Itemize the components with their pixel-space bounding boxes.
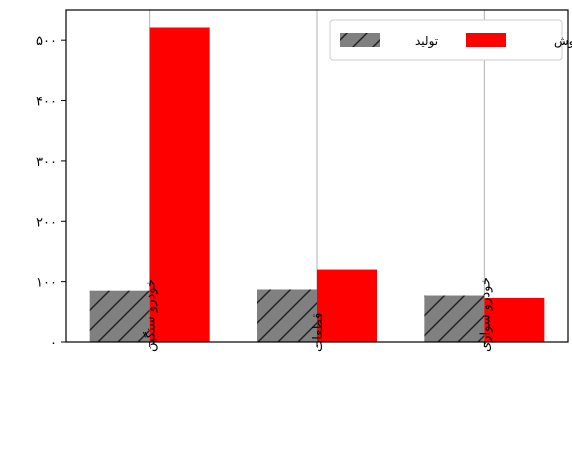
- bar-sales-0: [149, 27, 210, 342]
- bars: [89, 27, 545, 342]
- bar-sales-2: [484, 297, 545, 342]
- legend-box: [329, 19, 563, 61]
- bar-production-0: [89, 290, 150, 342]
- bar-sales-1: [317, 269, 377, 342]
- y-tick-label-3: ۳۰۰: [36, 155, 57, 170]
- y-tick-label-2: ۲۰۰: [36, 215, 57, 230]
- legend-label-0: تولید: [415, 34, 438, 49]
- x-tick-label-1: قطعات: [311, 313, 326, 352]
- y-tick-label-5: ۵۰۰: [36, 34, 57, 49]
- legend-swatch-0: [340, 33, 380, 47]
- bar-production-1: [257, 289, 317, 342]
- x-tick-label-0: خودرو سنگین: [143, 279, 159, 352]
- y-tick-label-1: ۱۰۰: [36, 276, 57, 291]
- legend: تولید فروش: [329, 19, 572, 61]
- legend-label-1: فروش: [554, 34, 572, 49]
- x-tick-label-2: خودرو سواری: [478, 277, 493, 352]
- legend-swatch-1: [466, 33, 506, 47]
- y-tick-label-4: ۴۰۰: [36, 95, 57, 110]
- tick-labels: ۰ ۱۰۰ ۲۰۰ ۳۰۰ ۴۰۰ ۵۰۰ خودرو سنگین قطعات خودرو سو…: [36, 34, 493, 352]
- bar-production-2: [424, 295, 485, 342]
- y-tick-label-0: ۰: [50, 336, 57, 351]
